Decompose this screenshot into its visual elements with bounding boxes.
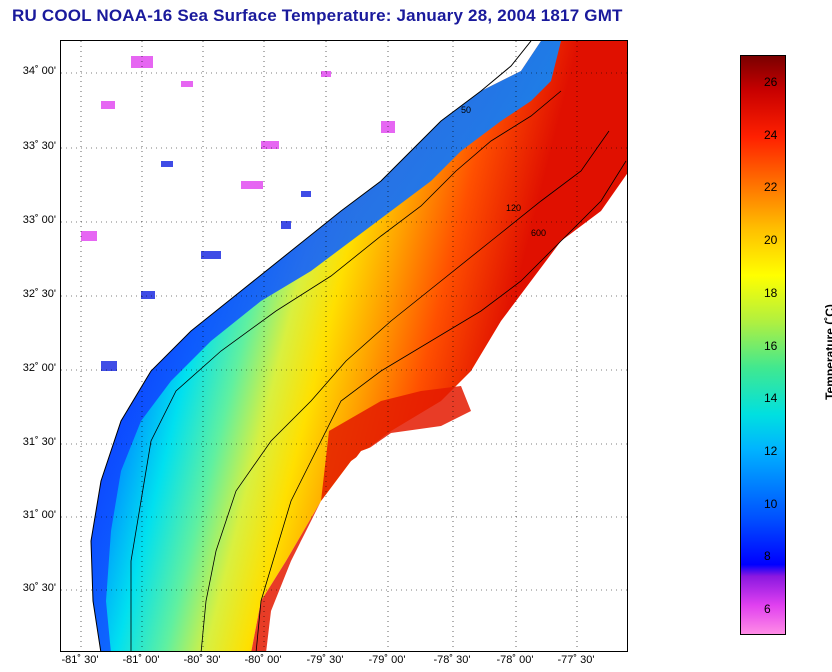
colorbar-label: Temperature (˚C) [823,304,832,400]
lat-label: 32˚ 30' [22,288,56,300]
colorbar-tick: 10 [764,497,778,511]
colorbar-tick: 14 [764,391,778,405]
isobath-50 [130,90,562,651]
gulf-stream-core [251,386,471,651]
colorbar-tick: 24 [764,128,778,142]
coastline [90,41,532,651]
lon-label: -78˚ 00' [496,654,534,666]
land-noise [81,56,395,241]
isobath-120 [200,130,610,651]
colorbar-tick: 8 [764,549,771,563]
lon-label: -78˚ 30' [433,654,471,666]
lon-label: -80˚ 30' [183,654,221,666]
colorbar [740,55,786,635]
cloud-mask [266,177,627,651]
lat-label: 31˚ 00' [22,509,56,521]
lat-label: 31˚ 30' [22,436,56,448]
lon-label: -81˚ 30' [61,654,99,666]
isobath-label-120: 120 [506,203,521,213]
colorbar-tick: 16 [764,339,778,353]
lat-label: 34˚ 00' [22,65,56,77]
lat-label: 30˚ 30' [22,582,56,594]
colorbar-tick: 12 [764,444,778,458]
nearshore-band [91,41,561,651]
land-noise-blue [101,161,311,371]
colorbar-tick: 6 [764,602,771,616]
colorbar-tick: 18 [764,286,778,300]
colorbar-tick: 26 [764,75,778,89]
grid [61,41,627,651]
isobath-label-50: 50 [461,105,471,115]
lon-label: -77˚ 30' [557,654,595,666]
colorbar-tick: 20 [764,233,778,247]
lon-label: -81˚ 00' [122,654,160,666]
colorbar-tick: 22 [764,180,778,194]
sst-map: 50 120 600 [60,40,628,652]
isobath-label-600: 600 [531,228,546,238]
sst-swath [91,41,627,651]
lat-label: 32˚ 00' [22,362,56,374]
map-title: RU COOL NOAA-16 Sea Surface Temperature:… [12,6,623,25]
lat-label: 33˚ 30' [22,140,56,152]
isobath-600 [255,160,627,651]
lon-label: -79˚ 30' [306,654,344,666]
land [61,41,531,651]
lon-label: -79˚ 00' [368,654,406,666]
lon-label: -80˚ 00' [244,654,282,666]
lat-label: 33˚ 00' [22,214,56,226]
